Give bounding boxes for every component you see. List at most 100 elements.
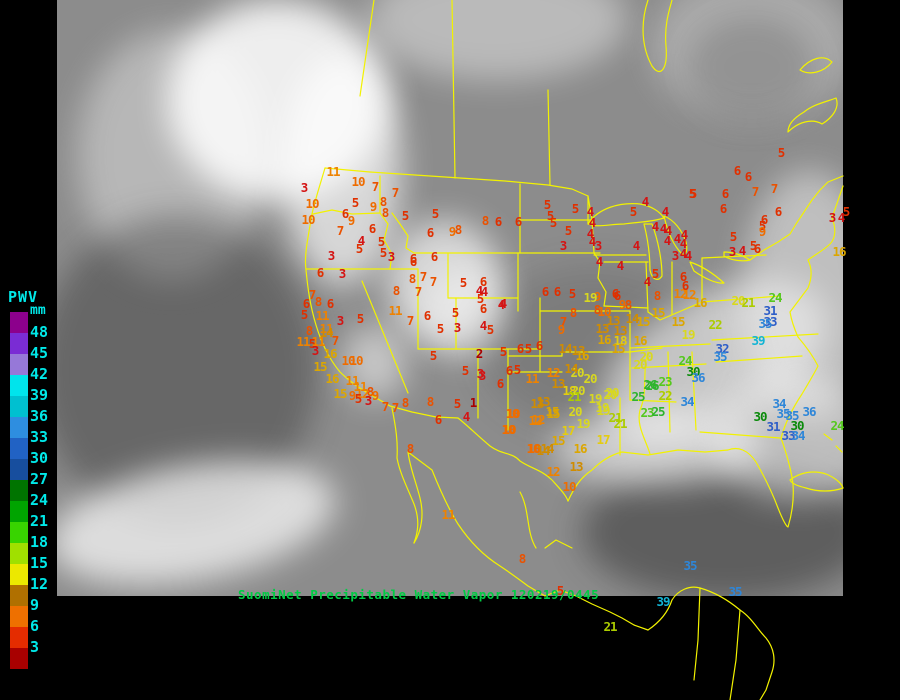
- station-pwv-value: 25: [651, 404, 665, 420]
- legend-tile: [10, 312, 28, 333]
- station-pwv-value: 9: [618, 297, 626, 313]
- station-pwv-value: 3: [476, 366, 484, 382]
- cloud-mass: [422, 265, 507, 360]
- station-pwv-value: 4: [632, 238, 640, 254]
- cloud-band-gulf-coast: [552, 410, 762, 485]
- legend-tick-label: 30: [30, 449, 49, 467]
- station-pwv-value: 11: [315, 308, 329, 324]
- station-pwv-value: 6: [719, 201, 727, 217]
- legend-tile: [10, 354, 28, 375]
- station-pwv-value: 13: [606, 313, 620, 329]
- station-pwv-value: 21: [741, 295, 755, 311]
- station-pwv-value: 4: [641, 194, 649, 210]
- legend-tick-label: 6: [30, 617, 40, 635]
- legend-unit: mm: [30, 303, 46, 318]
- station-pwv-value: 19: [681, 327, 695, 343]
- station-pwv-value: 26: [645, 378, 659, 394]
- station-pwv-value: 31: [766, 419, 780, 435]
- station-pwv-value: 8: [454, 222, 462, 238]
- station-pwv-value: 10: [505, 406, 519, 422]
- station-pwv-value: 4: [837, 210, 845, 226]
- station-pwv-value: 5: [476, 291, 484, 307]
- station-pwv-value: 24: [830, 418, 844, 434]
- station-pwv-value: 5: [689, 186, 697, 202]
- station-pwv-value: 15: [671, 314, 685, 330]
- station-pwv-value: 4: [643, 274, 651, 290]
- cloud-mass: [387, 220, 502, 345]
- legend-tile: [10, 648, 28, 669]
- station-pwv-value: 5: [546, 208, 554, 224]
- station-pwv-value: 11: [326, 164, 340, 180]
- station-pwv-value: 13: [613, 323, 627, 339]
- station-pwv-value: 8: [381, 205, 389, 221]
- legend-tick-label: 39: [30, 386, 49, 404]
- station-pwv-value: 7: [429, 274, 437, 290]
- station-pwv-value: 21: [567, 389, 581, 405]
- station-pwv-value: 6: [753, 241, 761, 257]
- station-pwv-value: 16: [693, 295, 707, 311]
- station-pwv-value: 5: [543, 197, 551, 213]
- station-pwv-value: 5: [453, 396, 461, 412]
- station-pwv-value: 6: [613, 288, 621, 304]
- station-pwv-value: 10: [349, 353, 363, 369]
- cloud-mass: [342, 325, 407, 400]
- station-pwv-value: 5: [308, 336, 316, 352]
- station-pwv-value: 35: [785, 408, 799, 424]
- station-pwv-value: 7: [371, 179, 379, 195]
- station-pwv-value: 20: [570, 365, 584, 381]
- station-pwv-value: 15: [611, 341, 625, 357]
- legend-tile: [10, 543, 28, 564]
- station-pwv-value: 4: [738, 243, 746, 259]
- station-pwv-value: 3: [336, 313, 344, 329]
- station-pwv-value: 5: [513, 362, 521, 378]
- station-pwv-value: 15: [546, 406, 560, 422]
- legend-tile: [10, 375, 28, 396]
- station-pwv-value: 6: [541, 284, 549, 300]
- station-pwv-value: 35: [776, 406, 790, 422]
- station-pwv-value: 5: [749, 238, 757, 254]
- station-pwv-value: 4: [684, 248, 692, 264]
- station-pwv-value: 5: [499, 344, 507, 360]
- satellite-infrared-image: [57, 0, 843, 596]
- station-pwv-value: 16: [597, 332, 611, 348]
- station-pwv-value: 12: [546, 464, 560, 480]
- station-pwv-value: 4: [663, 233, 671, 249]
- station-pwv-value: 10: [301, 212, 315, 228]
- station-pwv-value: 39: [751, 333, 765, 349]
- legend-tile: [10, 480, 28, 501]
- dark-region: [687, 15, 817, 120]
- station-pwv-value: 10: [501, 422, 515, 438]
- station-pwv-value: 4: [679, 246, 687, 262]
- station-pwv-value: 4: [475, 283, 483, 299]
- station-pwv-value: 20: [603, 387, 617, 403]
- station-pwv-value: 13: [595, 321, 609, 337]
- station-pwv-value: 8: [593, 302, 601, 318]
- legend-tick-label: 27: [30, 470, 49, 488]
- legend-tick-label: 9: [30, 596, 40, 614]
- station-pwv-value: 5: [356, 311, 364, 327]
- station-pwv-value: 5: [354, 391, 362, 407]
- station-pwv-value: 6: [341, 206, 349, 222]
- station-pwv-value: 6: [681, 278, 689, 294]
- station-pwv-value: 18: [562, 383, 576, 399]
- station-pwv-value: 13: [536, 394, 550, 410]
- station-pwv-value: 16: [323, 346, 337, 362]
- legend-tick-label: 24: [30, 491, 49, 509]
- station-pwv-value: 30: [790, 418, 804, 434]
- station-pwv-value: 10: [351, 174, 365, 190]
- station-pwv-value: 5: [688, 186, 696, 202]
- station-pwv-value: 12: [546, 365, 560, 381]
- station-pwv-value: 5: [571, 201, 579, 217]
- station-pwv-value: 21: [603, 619, 617, 635]
- station-pwv-value: 3: [453, 320, 461, 336]
- station-pwv-value: 16: [575, 348, 589, 364]
- station-pwv-value: 22: [658, 388, 672, 404]
- station-pwv-value: 1: [469, 395, 477, 411]
- station-pwv-value: 8: [392, 283, 400, 299]
- station-pwv-value: 35: [683, 558, 697, 574]
- legend-tile: [10, 627, 28, 648]
- station-pwv-value: 11: [319, 321, 333, 337]
- station-pwv-value: 6: [494, 214, 502, 230]
- legend-tile: [10, 438, 28, 459]
- station-pwv-value: 8: [314, 294, 322, 310]
